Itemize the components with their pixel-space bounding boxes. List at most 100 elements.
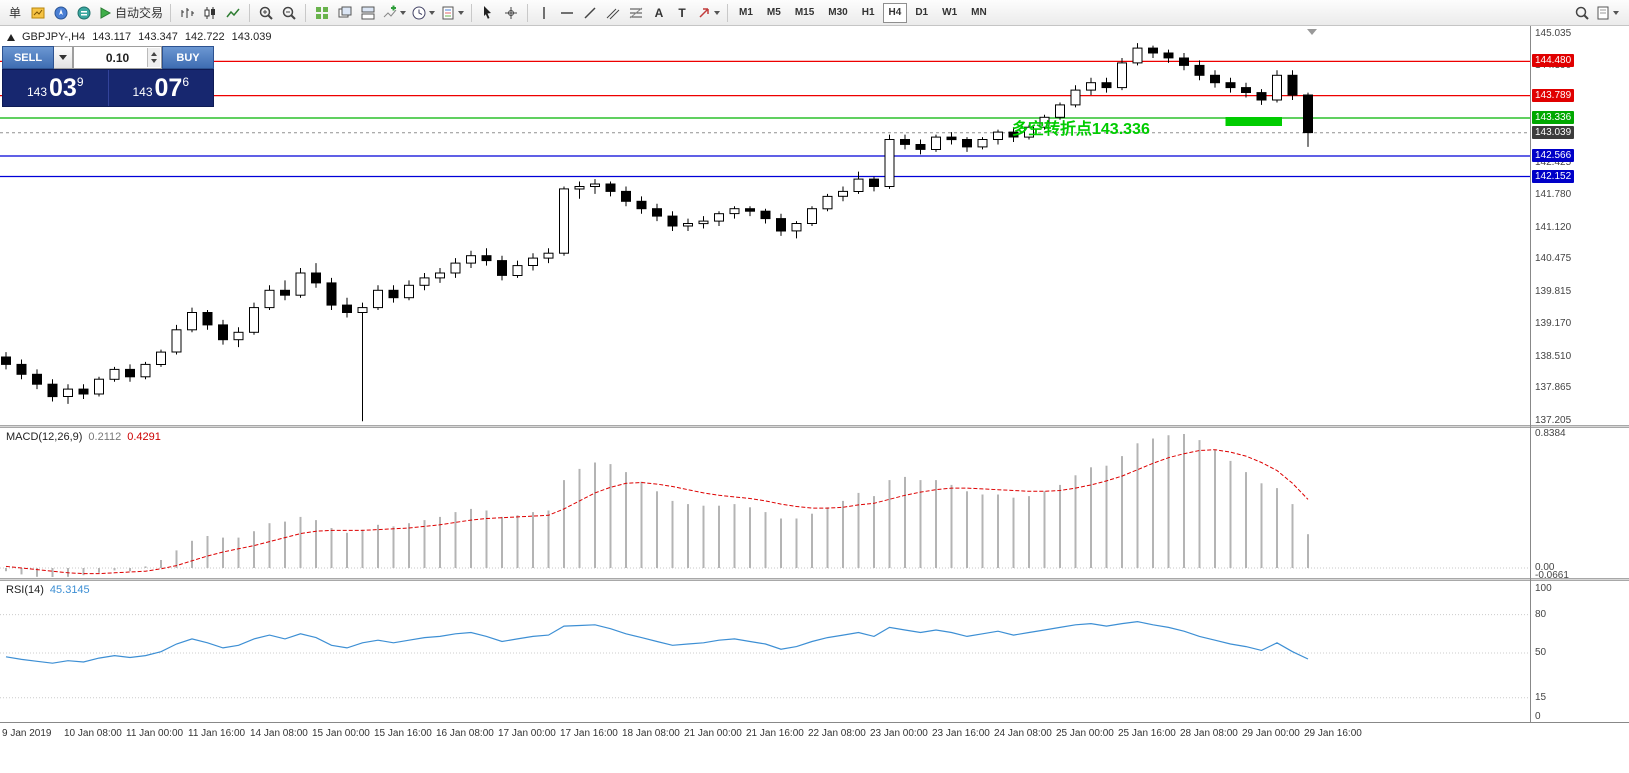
sell-button[interactable]: SELL [2, 46, 54, 69]
timeframe-button-m5[interactable]: M5 [761, 3, 787, 23]
time-axis-label: 21 Jan 16:00 [746, 728, 804, 739]
volume-stepper[interactable] [147, 48, 160, 67]
ask-point: 6 [182, 75, 190, 89]
auto-trading-label: 自动交易 [115, 6, 164, 20]
terminal-button[interactable] [73, 2, 95, 24]
navigator-button[interactable] [50, 2, 72, 24]
tile-windows-button[interactable] [311, 2, 333, 24]
candle-chart-mode-button[interactable] [199, 2, 221, 24]
market-watch-button[interactable] [27, 2, 49, 24]
chevron-down-icon [400, 10, 407, 15]
timeframe-button-mn[interactable]: MN [965, 3, 993, 23]
indicators-button[interactable] [380, 2, 408, 24]
macd-splitter[interactable] [0, 425, 1629, 428]
rsi-scale-label: 15 [1535, 691, 1547, 703]
timeframe-button-m15[interactable]: M15 [789, 3, 820, 23]
timeframe-button-d1[interactable]: D1 [909, 3, 934, 23]
line-chart-mode-button[interactable] [222, 2, 244, 24]
time-axis-label: 15 Jan 16:00 [374, 728, 432, 739]
chevron-down-icon [1613, 10, 1619, 15]
time-axis-label: 16 Jan 08:00 [436, 728, 494, 739]
ohlc-header: GBPJPY-,H4 143.117 143.347 142.722 143.0… [7, 31, 271, 43]
trade-controls-row: SELL 0.10 BUY [2, 46, 214, 69]
label-tool-label: T [678, 5, 686, 20]
zoom-in-button[interactable] [255, 2, 277, 24]
rsi-label: RSI(14) 45.3145 [6, 584, 90, 596]
line-chart-icon [226, 8, 240, 17]
timeframe-button-w1[interactable]: W1 [936, 3, 963, 23]
arrows-tool-button[interactable] [694, 2, 722, 24]
price-chart[interactable] [0, 26, 1530, 425]
rsi-scale-label: 100 [1535, 583, 1552, 594]
time-axis-label: 21 Jan 00:00 [684, 728, 742, 739]
search-button[interactable] [1571, 2, 1593, 24]
order-options-dropdown[interactable] [54, 46, 73, 69]
cursor-tool-button[interactable] [477, 2, 499, 24]
bid-big-figure: 143 [26, 85, 48, 99]
time-axis-label: 23 Jan 00:00 [870, 728, 928, 739]
zoom-out-button[interactable] [278, 2, 300, 24]
periods-button[interactable] [409, 2, 437, 24]
buy-button[interactable]: BUY [162, 46, 214, 69]
search-icon [1575, 6, 1589, 20]
toolbar-separator [170, 3, 172, 22]
ask-pips: 07 [154, 73, 183, 102]
macd-name: MACD(12,26,9) [6, 431, 83, 443]
time-axis-label: 9 Jan 2019 [2, 728, 52, 739]
time-axis-label: 22 Jan 08:00 [808, 728, 866, 739]
price-axis[interactable]: 145.035144.390142.425141.780141.120140.4… [1530, 26, 1629, 722]
time-axis-label: 14 Jan 08:00 [250, 728, 308, 739]
templates-button[interactable] [438, 2, 466, 24]
price-scale-label: 137.205 [1535, 415, 1572, 426]
horizontal-line-tool-button[interactable] [556, 2, 578, 24]
zoom-in-icon [259, 6, 273, 20]
macd-histogram [5, 434, 1309, 577]
price-scale-label: 142.425 [1535, 157, 1572, 168]
text-tool-button[interactable]: A [648, 2, 670, 24]
timeframe-button-h4[interactable]: H4 [882, 2, 908, 23]
zoom-out-icon [282, 6, 296, 20]
chart-shift-marker [1307, 29, 1317, 35]
vertical-line-icon [543, 6, 545, 19]
price-tag: 143.039 [1532, 125, 1575, 139]
time-axis[interactable]: 9 Jan 2019 10 Jan 08:00 11 Jan 00:00 11 Jan… [0, 722, 1629, 746]
trendline-tool-button[interactable] [579, 2, 601, 24]
arrange-windows-button[interactable] [357, 2, 379, 24]
fibonacci-tool-button[interactable] [625, 2, 647, 24]
channel-tool-button[interactable] [602, 2, 624, 24]
horizontal-line-icon [561, 11, 574, 14]
template-icon [442, 6, 454, 19]
price-tag: 144.480 [1532, 54, 1575, 68]
timeframe-button-m30[interactable]: M30 [822, 3, 853, 23]
price-tag: 143.789 [1532, 88, 1575, 102]
volume-input[interactable]: 0.10 [73, 46, 162, 69]
vertical-line-tool-button[interactable] [533, 2, 555, 24]
timeframe-button-m1[interactable]: M1 [733, 3, 759, 23]
label-tool-button[interactable]: T [671, 2, 693, 24]
new-order-label: 单 [8, 6, 21, 20]
price-scale-label: 141.120 [1535, 221, 1572, 233]
bar-chart-mode-button[interactable] [176, 2, 198, 24]
time-axis-label: 24 Jan 08:00 [994, 728, 1052, 739]
bar-chart-icon [181, 7, 195, 18]
cascade-windows-button[interactable] [334, 2, 356, 24]
toolbar-separator [249, 3, 251, 22]
symbol-name: GBPJPY-,H4 [22, 31, 86, 43]
timeframe-button-h1[interactable]: H1 [856, 3, 881, 23]
auto-trading-button[interactable]: 自动交易 [96, 2, 165, 24]
macd-main-value: 0.2112 [88, 431, 122, 443]
price-scale-label: 139.815 [1535, 286, 1572, 297]
macd-panel[interactable] [0, 428, 1530, 578]
crosshair-tool-button[interactable] [500, 2, 522, 24]
price-scale-label: 140.475 [1535, 253, 1572, 265]
arrange-windows-icon [361, 6, 375, 19]
rsi-scale-label: 80 [1535, 608, 1547, 620]
channel-icon [606, 8, 620, 19]
rsi-panel[interactable] [0, 581, 1530, 722]
time-axis-label: 29 Jan 00:00 [1242, 728, 1300, 739]
arrow-tool-icon [699, 7, 709, 18]
new-order-button[interactable]: 单 [4, 2, 26, 24]
rsi-splitter[interactable] [0, 578, 1629, 581]
navigator-icon [54, 6, 68, 19]
new-window-button[interactable] [1593, 2, 1621, 24]
